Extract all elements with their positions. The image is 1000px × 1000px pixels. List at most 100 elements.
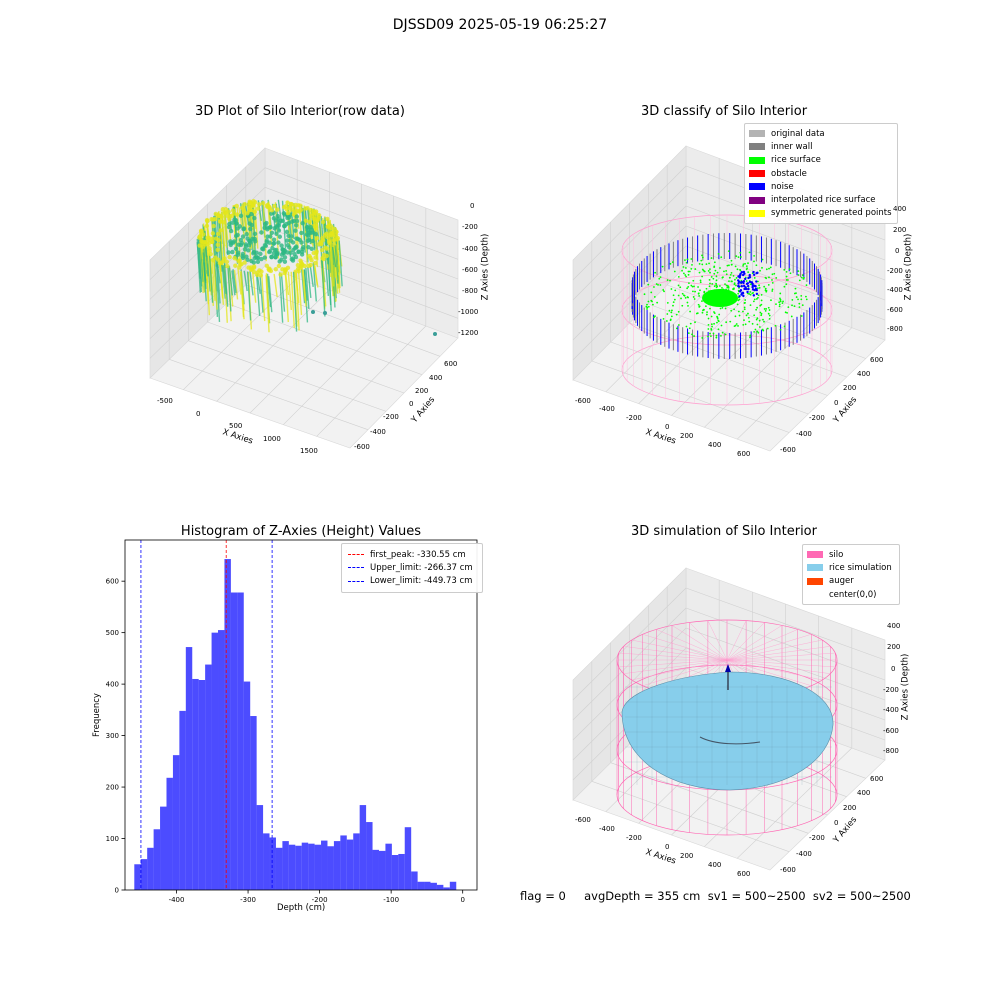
raw-point — [296, 249, 301, 255]
raw-point — [248, 265, 254, 270]
rice-surface-point — [755, 318, 758, 321]
plot2-title: 3D classify of Silo Interior — [640, 104, 808, 119]
rice-surface-point — [758, 319, 761, 322]
raw-point — [278, 272, 283, 277]
rice-surface-point — [742, 263, 745, 266]
histogram-bar — [430, 882, 437, 890]
raw-outlier-point — [433, 332, 437, 336]
plot2-ytick: -600 — [780, 446, 796, 454]
raw-point — [234, 212, 240, 217]
raw-point — [313, 255, 318, 260]
raw-point — [232, 217, 237, 222]
histogram-bar — [172, 755, 180, 890]
noise-point — [742, 281, 745, 285]
rice-surface-point — [663, 290, 665, 293]
legend-item: Lower_limit: -449.73 cm — [348, 575, 476, 588]
rice-surface-point — [674, 289, 677, 292]
raw-point — [285, 200, 290, 205]
raw-point — [238, 213, 244, 219]
rice-surface-point — [656, 301, 659, 304]
rice-surface-point — [767, 306, 770, 309]
histogram-bar — [205, 664, 212, 890]
raw-point — [290, 256, 296, 261]
legend-swatch — [749, 196, 765, 204]
rice-surface-point — [760, 293, 763, 296]
legend-item: Upper_limit: -266.37 cm — [348, 561, 476, 574]
rice-surface-point — [759, 269, 761, 272]
histogram-bar — [211, 632, 219, 890]
gridline — [245, 284, 441, 357]
raw-point-streak — [207, 252, 212, 296]
raw-point-streak — [334, 245, 339, 284]
plot1-ytick: -600 — [354, 443, 370, 451]
histogram-bar — [314, 844, 322, 890]
raw-point — [264, 220, 269, 226]
rice-surface-point — [756, 306, 758, 309]
rice-surface-point — [758, 326, 761, 328]
raw-point — [240, 234, 246, 239]
raw-point — [299, 249, 305, 255]
rice-surface-point — [760, 314, 763, 317]
histogram-bar — [269, 837, 276, 890]
raw-point — [204, 239, 210, 245]
rice-surface-point — [699, 281, 702, 284]
raw-point-streak — [223, 211, 229, 241]
raw-point — [252, 215, 257, 221]
rice-surface-point — [805, 298, 808, 301]
plot4-ytick: -400 — [796, 850, 812, 858]
rice-surface-point — [675, 327, 678, 330]
noise-point — [745, 282, 749, 286]
rice-surface-point — [692, 279, 695, 282]
raw-point — [240, 251, 246, 257]
rice-surface-point — [708, 278, 711, 281]
plot4-ztick: -400 — [883, 706, 899, 714]
raw-point — [216, 231, 221, 237]
silo-roof-wire — [726, 634, 812, 661]
raw-point — [258, 251, 263, 257]
rice-surface-point — [734, 265, 737, 268]
plot2-ztick: -400 — [887, 286, 903, 294]
legend-swatch — [749, 156, 765, 164]
rice-surface-point — [659, 276, 662, 278]
rice-surface-point — [651, 300, 653, 303]
rice-surface-point — [684, 259, 686, 261]
raw-point-streak — [215, 262, 221, 322]
raw-point — [244, 231, 249, 237]
plot4-ytick: 600 — [870, 775, 884, 783]
rice-surface-point — [756, 330, 759, 333]
rice-surface-point — [670, 288, 673, 290]
rice-surface-point — [647, 283, 650, 286]
noise-point — [739, 281, 743, 284]
raw-point — [253, 200, 258, 205]
rice-surface-point — [709, 271, 711, 274]
rice-surface-point — [715, 286, 718, 289]
rice-surface-point — [791, 299, 794, 301]
raw-point-streak — [240, 270, 245, 311]
raw-point — [321, 256, 326, 262]
rice-surface-point — [738, 314, 741, 317]
rice-surface-point — [734, 315, 737, 318]
histogram-bar — [153, 829, 161, 890]
rice-surface-point — [671, 309, 673, 312]
raw-point — [205, 218, 210, 224]
rice-surface-point — [773, 272, 776, 275]
raw-point-streak — [233, 270, 239, 300]
rice-surface-point — [787, 279, 789, 281]
histogram-bar — [353, 833, 360, 890]
silo-roof-wire — [642, 659, 728, 686]
raw-point — [267, 205, 272, 211]
raw-point — [218, 228, 223, 233]
raw-point — [313, 231, 319, 237]
noise-point — [752, 294, 756, 297]
raw-point — [230, 208, 236, 213]
raw-point — [309, 246, 314, 252]
plot4-xtick: -600 — [575, 816, 591, 824]
plot2-ytick: -400 — [796, 430, 812, 438]
rice-surface-point — [737, 310, 740, 313]
rice-surface-point — [670, 315, 673, 318]
rice-surface-point — [746, 267, 749, 270]
raw-point-streak — [222, 210, 228, 248]
rice-surface-point — [717, 320, 720, 323]
histogram-bar — [346, 839, 354, 890]
rice-surface-point — [755, 308, 758, 311]
